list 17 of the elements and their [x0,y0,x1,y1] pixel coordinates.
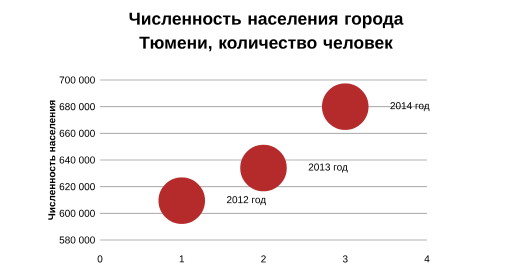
x-tick-label: 2 [261,255,266,262]
x-tick-label: 1 [180,255,184,262]
chart-title: Численность населения города Тюмени, количество человек [130,12,404,52]
y-tick-label: 580 000 [60,236,95,244]
y-tick-label: 640 000 [60,156,95,164]
x-tick-label: 3 [342,255,348,262]
y-tick-label: 680 000 [60,103,95,110]
y-tick-label: 700 000 [60,76,95,84]
y-tick-label: 660 000 [60,130,95,137]
x-tick-label: 0 [98,255,102,262]
annotation: 2014 год [390,102,430,112]
annotation: 2012 год [226,196,266,206]
x-tick-label: 4 [424,255,430,262]
annotation: 2013 год [308,164,348,172]
y-tick-label: 600 000 [60,210,95,217]
y-axis-title: Численность населения [48,100,56,220]
y-tick-label: 620 000 [60,183,95,190]
